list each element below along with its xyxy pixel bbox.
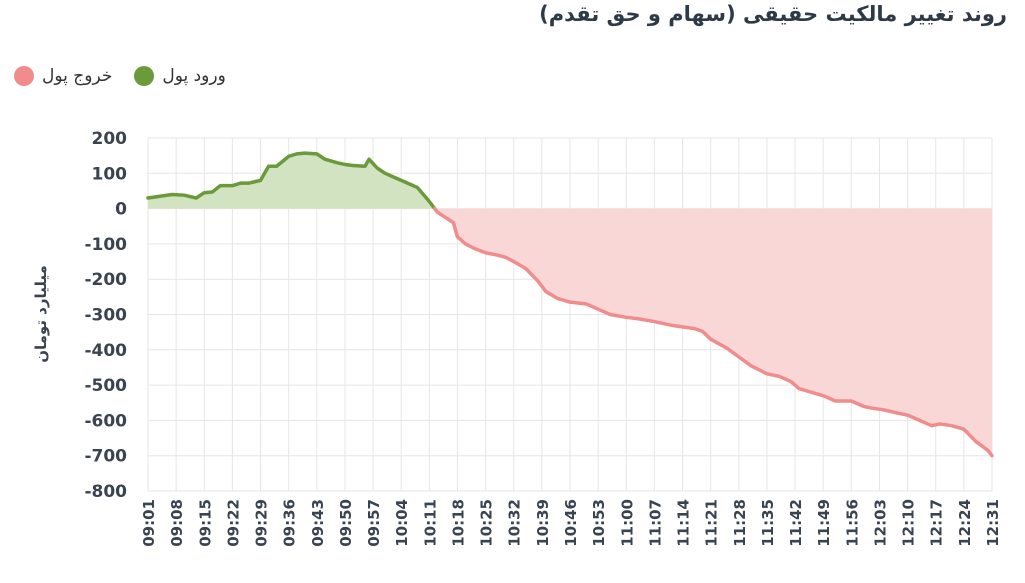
y-tick-label: -300	[84, 306, 127, 326]
y-tick-label: -500	[84, 376, 127, 396]
legend-label-inflow: ورود پول	[162, 66, 226, 86]
y-tick-label: -200	[84, 270, 127, 290]
x-tick-label: 10:32	[506, 499, 524, 547]
y-tick-label: -400	[84, 341, 127, 361]
x-tick-label: 09:01	[140, 499, 158, 547]
legend-item-outflow[interactable]: خروج پول	[14, 66, 112, 86]
inflow-swatch-icon	[134, 66, 155, 86]
y-axis-label: میلیارد تومان	[32, 265, 50, 363]
x-tick-label: 11:00	[618, 499, 636, 547]
y-tick-label: -800	[84, 482, 127, 502]
y-tick-label: 200	[92, 129, 128, 149]
x-tick-label: 11:42	[787, 499, 805, 547]
x-tick-label: 12:31	[984, 499, 1002, 547]
x-tick-label: 09:57	[365, 499, 383, 547]
outflow-line	[432, 206, 994, 458]
x-tick-label: 11:56	[843, 499, 861, 547]
x-tick-label: 11:49	[815, 499, 833, 547]
y-tick-label: 0	[115, 200, 127, 220]
inflow-line	[146, 151, 437, 211]
y-tick-label: 100	[92, 164, 128, 184]
x-tick-label: 12:10	[900, 499, 918, 547]
x-tick-label: 10:11	[421, 499, 439, 547]
inflow-area	[148, 153, 435, 209]
x-tick-label: 10:39	[534, 499, 552, 547]
outflow-swatch-icon	[14, 66, 34, 86]
y-tick-label: -100	[84, 235, 127, 255]
x-tick-label: 11:28	[731, 499, 749, 547]
legend-label-outflow: خروج پول	[42, 66, 113, 86]
legend: خروج پول ورود پول	[14, 66, 226, 86]
y-tick-label: -700	[84, 447, 127, 467]
x-tick-label: 10:46	[562, 499, 580, 547]
x-tick-label: 09:36	[281, 499, 299, 547]
x-tick-label: 11:21	[703, 499, 721, 547]
legend-item-inflow[interactable]: ورود پول	[134, 66, 226, 86]
x-tick-label: 10:04	[393, 499, 411, 547]
x-tick-label: 09:50	[337, 499, 355, 547]
x-tick-label: 11:35	[759, 499, 777, 547]
y-axis: 200 100 0 -100 -200 -300 -400 -500 -600 -700 -800	[84, 129, 127, 502]
x-tick-label: 09:22	[224, 499, 242, 547]
x-tick-label: 09:43	[309, 499, 327, 547]
x-tick-label: 10:53	[590, 499, 608, 547]
outflow-area	[434, 208, 992, 456]
x-tick-label: 12:17	[928, 499, 946, 547]
x-tick-label: 10:18	[449, 499, 467, 547]
chart-title: روند تغییر مالکیت حقیقی (سهام و حق تقدم)	[539, 2, 1007, 26]
x-tick-label: 09:29	[253, 499, 271, 547]
x-tick-label: 09:08	[168, 499, 186, 547]
x-tick-label: 09:15	[196, 499, 214, 547]
x-tick-label: 11:14	[675, 499, 693, 547]
x-tick-label: 10:25	[478, 499, 496, 547]
x-tick-label: 12:24	[956, 499, 974, 547]
series-lines	[146, 151, 994, 458]
x-axis: 09:01 09:08 09:15 09:22 09:29 09:36 09:43 09:50…	[140, 499, 1002, 547]
x-tick-label: 11:07	[646, 499, 664, 547]
y-tick-label: -600	[84, 411, 127, 431]
x-tick-label: 12:03	[871, 499, 889, 547]
